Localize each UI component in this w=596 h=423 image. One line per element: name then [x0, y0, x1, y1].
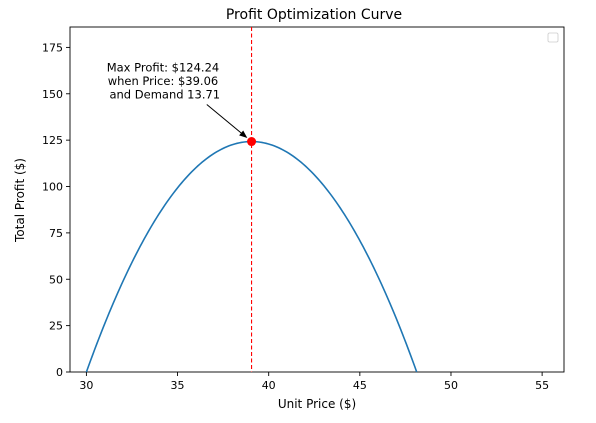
annotation-arrowhead	[239, 130, 248, 139]
x-tick-label: 45	[353, 379, 367, 392]
legend-box	[547, 32, 559, 43]
plot-frame	[69, 26, 565, 373]
y-axis-label: Total Profit ($)	[13, 158, 27, 243]
y-tick-label: 75	[49, 227, 63, 240]
x-tick-label: 55	[535, 379, 549, 392]
y-tick-label: 150	[42, 88, 63, 101]
annotation-arrow	[206, 104, 244, 135]
max-profit-annotation: Max Profit: $124.24 when Price: $39.06 a…	[107, 61, 223, 102]
x-tick-label: 40	[262, 379, 276, 392]
y-axis: 0 25 50 75 100 125 150 175	[42, 41, 70, 379]
y-tick-label: 125	[42, 134, 63, 147]
y-tick-label: 100	[42, 181, 63, 194]
x-tick-label: 30	[79, 379, 93, 392]
x-tick-label: 50	[444, 379, 458, 392]
y-tick-label: 25	[49, 320, 63, 333]
annotation-line-profit: Max Profit: $124.24	[107, 61, 220, 75]
y-tick-label: 175	[42, 41, 63, 54]
chart-title: Profit Optimization Curve	[226, 7, 402, 23]
x-tick-label: 35	[171, 379, 185, 392]
x-axis-label: Unit Price ($)	[278, 397, 356, 411]
x-axis: 30 35 40 45 50 55	[79, 372, 549, 392]
annotation-line-price: when Price: $39.06	[108, 74, 219, 88]
y-tick-label: 50	[49, 273, 63, 286]
y-tick-label: 0	[56, 366, 63, 379]
annotation-line-demand: and Demand 13.71	[109, 88, 220, 102]
max-profit-point	[247, 137, 257, 147]
